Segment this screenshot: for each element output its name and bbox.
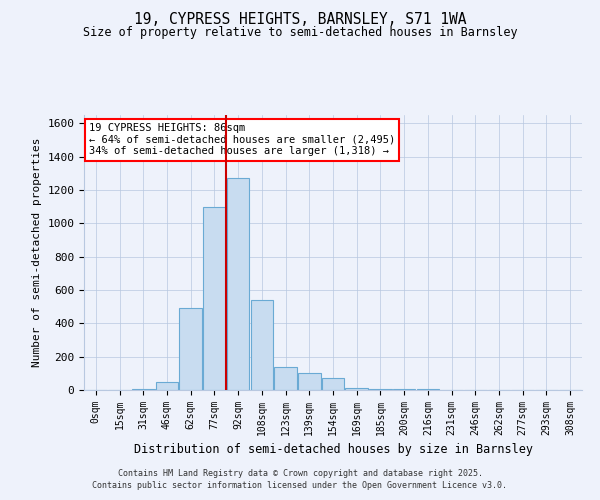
Text: 19, CYPRESS HEIGHTS, BARNSLEY, S71 1WA: 19, CYPRESS HEIGHTS, BARNSLEY, S71 1WA: [134, 12, 466, 28]
Bar: [369, 389, 392, 390]
Text: Contains public sector information licensed under the Open Government Licence v3: Contains public sector information licen…: [92, 481, 508, 490]
Y-axis label: Number of semi-detached properties: Number of semi-detached properties: [32, 138, 42, 367]
Bar: [203, 206, 226, 390]
Text: Contains HM Land Registry data © Crown copyright and database right 2025.: Contains HM Land Registry data © Crown c…: [118, 468, 482, 477]
Bar: [416, 389, 439, 390]
Bar: [274, 366, 297, 390]
Bar: [227, 178, 250, 390]
Bar: [322, 378, 344, 390]
Bar: [179, 308, 202, 390]
Bar: [298, 374, 320, 390]
Bar: [393, 389, 415, 390]
Bar: [156, 382, 178, 390]
Bar: [132, 389, 155, 390]
X-axis label: Distribution of semi-detached houses by size in Barnsley: Distribution of semi-detached houses by …: [133, 444, 533, 456]
Text: 19 CYPRESS HEIGHTS: 86sqm
← 64% of semi-detached houses are smaller (2,495)
34% : 19 CYPRESS HEIGHTS: 86sqm ← 64% of semi-…: [89, 123, 395, 156]
Bar: [251, 300, 273, 390]
Text: Size of property relative to semi-detached houses in Barnsley: Size of property relative to semi-detach…: [83, 26, 517, 39]
Bar: [346, 388, 368, 390]
